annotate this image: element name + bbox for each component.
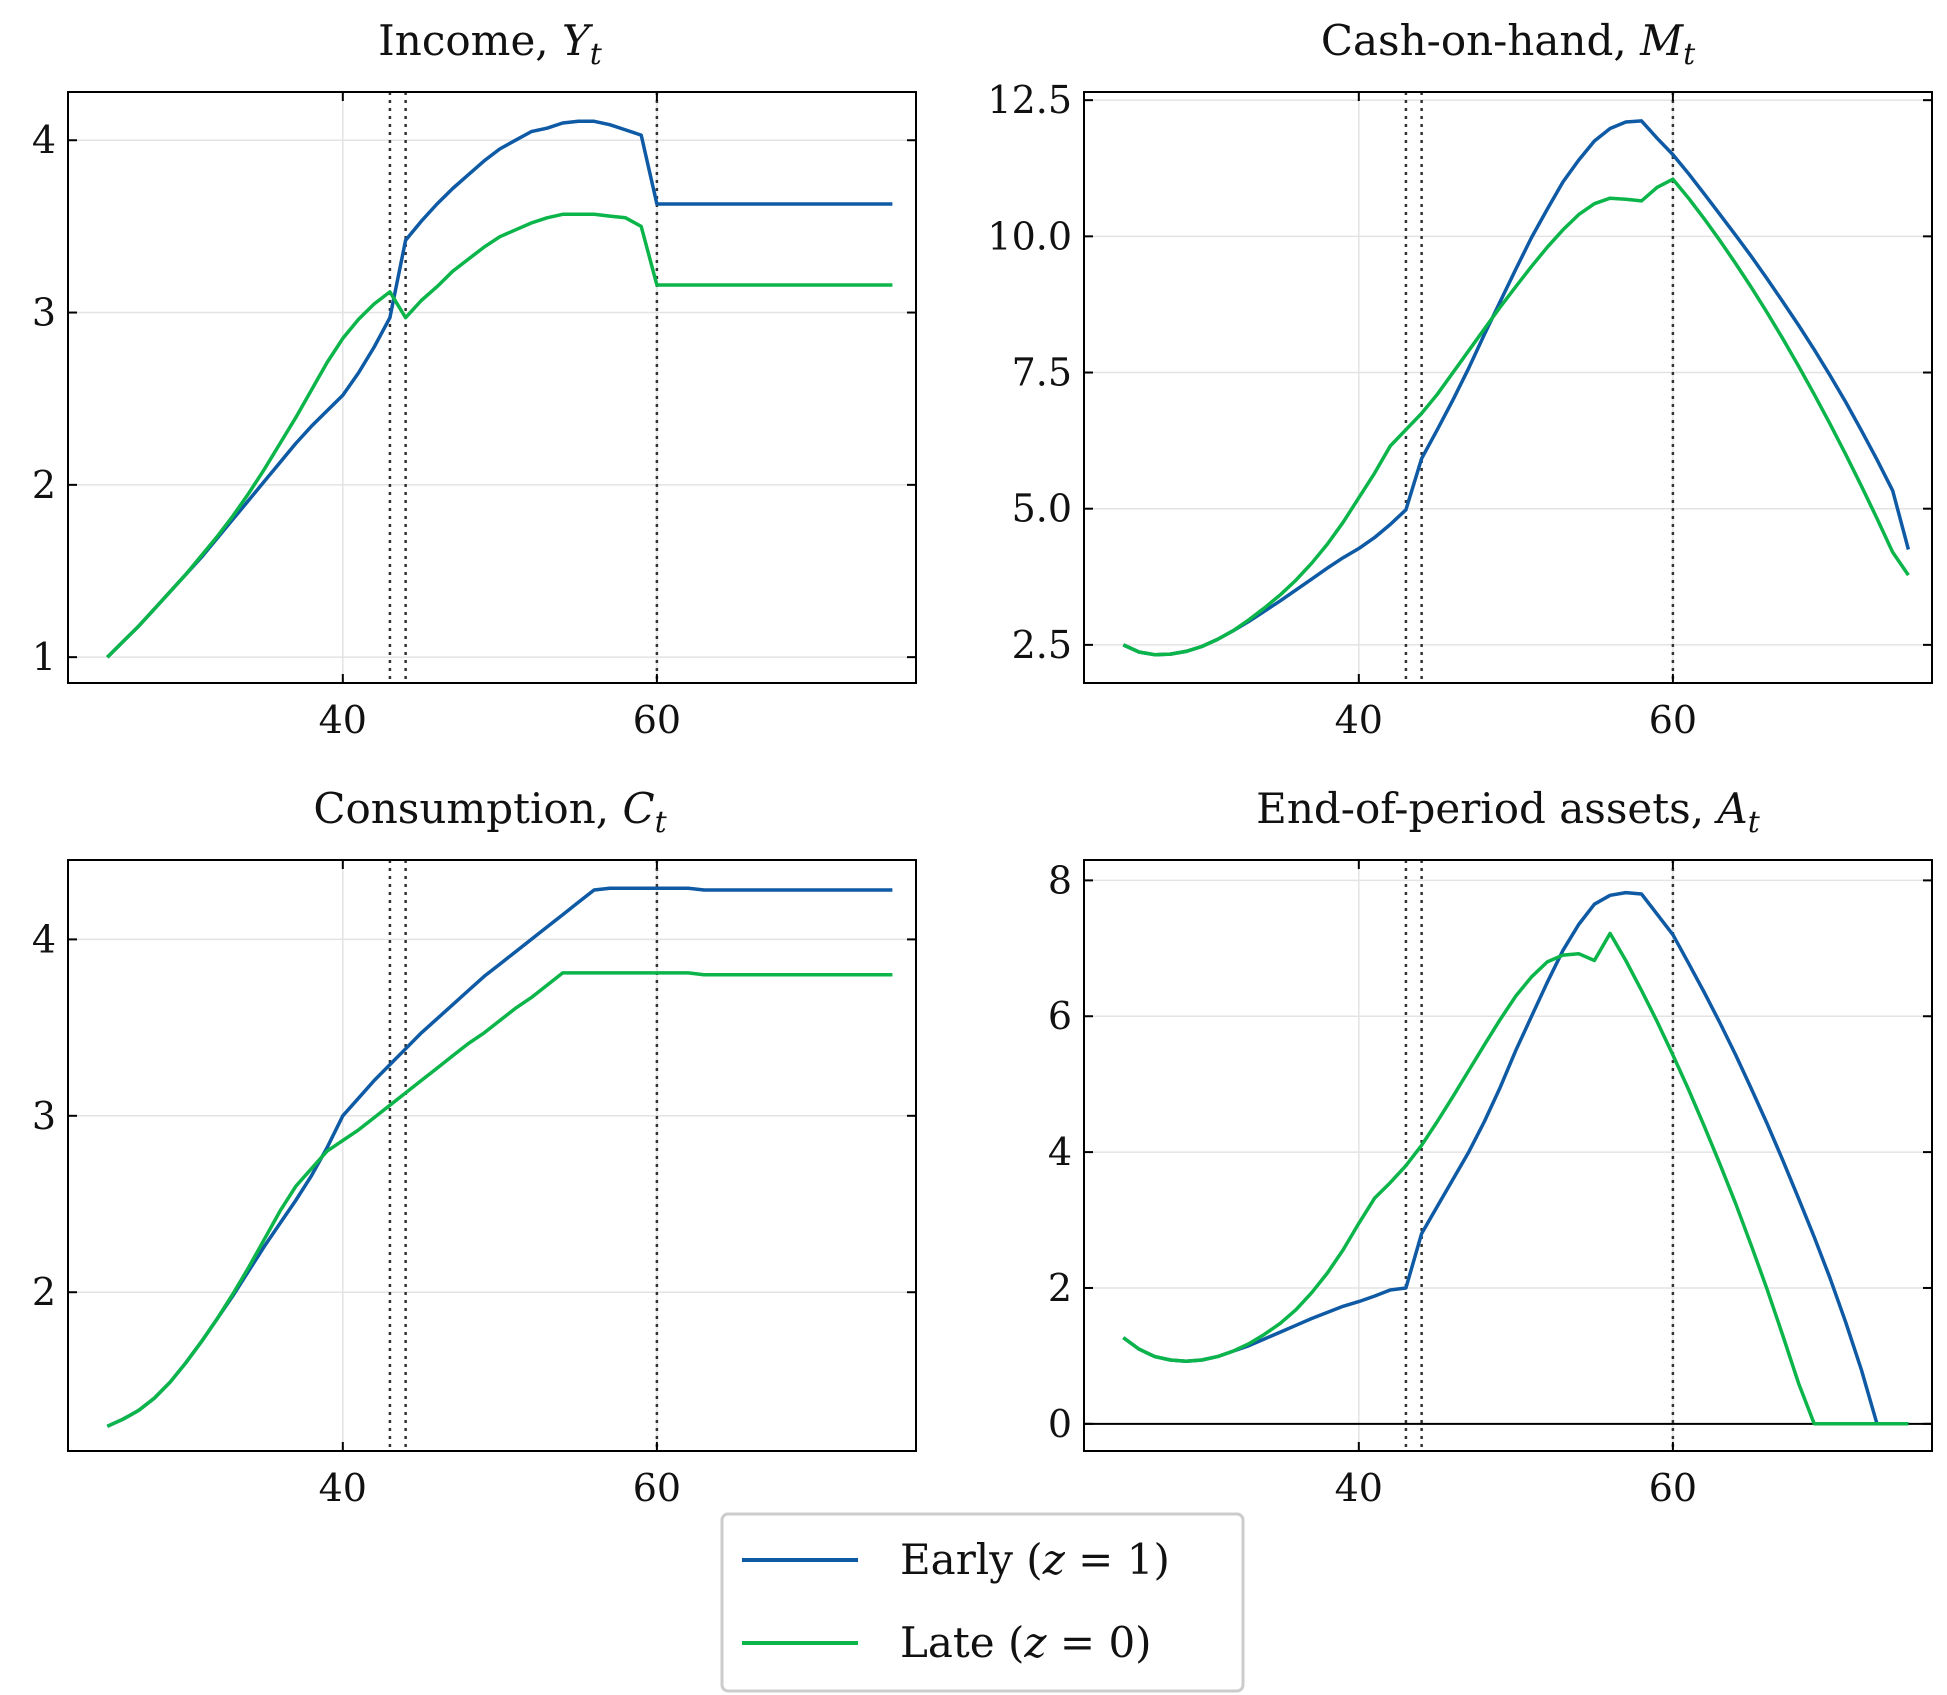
title-sub: t [1748, 805, 1761, 840]
axes-frame [1083, 91, 1933, 684]
title-var: M [1639, 16, 1684, 65]
series-line-late [106, 971, 893, 1428]
x-tick-label: 60 [1649, 1466, 1697, 1510]
y-tick-label: 12.5 [987, 78, 1072, 122]
panel-title: Income, Yt [378, 16, 603, 72]
legend: Early (z = 1) Late (z = 0) [720, 1512, 1245, 1693]
series-line-late [1122, 931, 1909, 1426]
panel-income: Income, Yt 40 60 1 2 3 4 [32, 16, 917, 742]
title-text: Consumption, [313, 784, 622, 833]
y-tick-label: 3 [32, 291, 56, 335]
series-line-early [1122, 119, 1911, 657]
y-tick-label: 2 [1048, 1266, 1072, 1310]
legend-entry-prefix: Late ( [900, 1618, 1024, 1667]
y-tick-label: 0 [1048, 1402, 1072, 1446]
panel-cash-on-hand: Cash-on-hand, Mt 40 60 2.5 5.0 7.5 10.0 12.5 [987, 16, 1933, 742]
legend-entry-early: Early (z = 1) [900, 1535, 1170, 1584]
legend-entry-suffix: = 1) [1065, 1535, 1170, 1584]
x-tick-label: 60 [1649, 698, 1697, 742]
title-sub: t [655, 805, 668, 840]
x-tick-label: 60 [633, 698, 681, 742]
axes-frame [67, 859, 917, 1452]
series-line-early [106, 119, 893, 659]
y-tick-label: 3 [32, 1094, 56, 1138]
title-text: End-of-period assets, [1256, 784, 1717, 833]
series-line-early [106, 886, 893, 1428]
title-text: Income, [378, 16, 562, 65]
legend-entry-prefix: Early ( [900, 1535, 1043, 1584]
x-tick-label: 40 [1335, 1466, 1383, 1510]
y-tick-label: 10.0 [987, 214, 1072, 258]
y-tick-label: 4 [32, 118, 56, 162]
title-var: C [622, 784, 654, 833]
series-line-early [1122, 890, 1909, 1426]
y-tick-label: 6 [1048, 994, 1072, 1038]
x-tick-label: 40 [1335, 698, 1383, 742]
panel-consumption: Consumption, Ct 40 60 2 3 4 [32, 784, 917, 1510]
y-tick-label: 2 [32, 463, 56, 507]
axes-frame [67, 91, 917, 684]
series-line-late [1122, 177, 1910, 657]
y-tick-label: 5.0 [1012, 487, 1072, 531]
y-tick-label: 2.5 [1012, 623, 1072, 667]
y-tick-label: 2 [32, 1270, 56, 1314]
x-tick-label: 60 [633, 1466, 681, 1510]
title-var: Y [562, 16, 594, 65]
x-tick-label: 40 [319, 1466, 367, 1510]
axes-frame [1083, 859, 1933, 1452]
y-tick-label: 4 [1048, 1130, 1072, 1174]
title-var: A [1713, 784, 1747, 833]
legend-entry-var: z [1042, 1535, 1066, 1584]
y-tick-label: 4 [32, 917, 56, 961]
x-tick-label: 40 [319, 698, 367, 742]
panel-title: End-of-period assets, At [1256, 784, 1761, 840]
panel-assets: End-of-period assets, At 40 60 0 2 4 6 8 [1048, 784, 1933, 1510]
y-tick-label: 7.5 [1012, 351, 1072, 395]
panel-title: Consumption, Ct [313, 784, 667, 840]
y-tick-label: 1 [32, 635, 56, 679]
legend-entry-var: z [1023, 1618, 1047, 1667]
legend-entry-suffix: = 0) [1047, 1618, 1152, 1667]
legend-entry-late: Late (z = 0) [900, 1618, 1152, 1667]
title-text: Cash-on-hand, [1321, 16, 1640, 65]
series-line-late [106, 212, 893, 659]
panel-title: Cash-on-hand, Mt [1321, 16, 1696, 72]
y-tick-label: 8 [1048, 858, 1072, 902]
title-sub: t [590, 37, 603, 72]
title-sub: t [1683, 37, 1696, 72]
